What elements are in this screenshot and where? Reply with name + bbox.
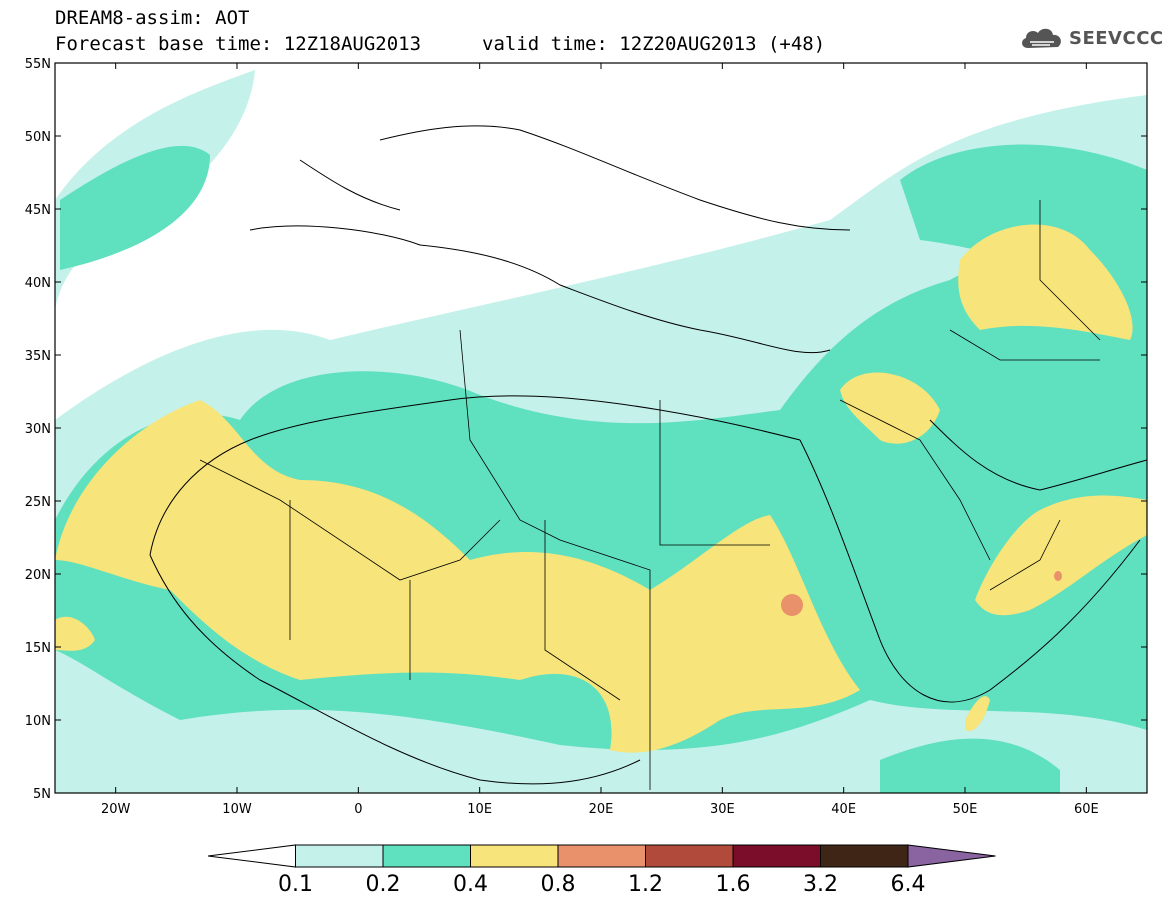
lon-tick-label: 40E: [831, 802, 856, 817]
colorbar-swatch: [732, 844, 821, 868]
aot-level-0.8: [781, 571, 1062, 616]
colorbar-label: 1.6: [716, 872, 751, 897]
country-borders: [199, 200, 1101, 790]
coastlines: [149, 125, 1147, 785]
colorbar-swatch: [382, 844, 471, 868]
colorbar-swatch: [295, 844, 384, 868]
colorbar-label: 3.2: [803, 872, 838, 897]
lat-tick-label: 25N: [25, 495, 51, 510]
colorbar-under-triangle: [207, 844, 296, 868]
colorbar-swatch: [470, 844, 559, 868]
logo-text: SEEVCCC: [1069, 27, 1164, 49]
lat-tick-label: 55N: [25, 57, 51, 72]
lon-tick-label: 0: [354, 802, 362, 817]
axis-ticks: 5N 10N 15N 20N 25N 30N 35N 40N 45N 50N 55N 20W 10W 0 1…: [25, 57, 1147, 817]
colorbar-label: 0.2: [366, 872, 401, 897]
lon-tick-label: 10E: [467, 802, 492, 817]
map-title: DREAM8-assim: AOT: [55, 7, 250, 29]
forecast-base-time: Forecast base time: 12Z18AUG2013: [55, 33, 422, 55]
colorbar: 0.1 0.2 0.4 0.8 1.2 1.6 3.2 6.4: [207, 844, 996, 897]
lat-tick-label: 35N: [25, 349, 51, 364]
lon-tick-label: 20W: [101, 802, 131, 817]
cloud-icon: [1022, 28, 1061, 48]
lon-tick-label: 60E: [1074, 802, 1099, 817]
lat-tick-label: 45N: [25, 203, 51, 218]
lon-tick-label: 10W: [222, 802, 252, 817]
lon-tick-label: 50E: [953, 802, 978, 817]
lat-tick-label: 15N: [25, 641, 51, 656]
colorbar-label: 1.2: [628, 872, 663, 897]
colorbar-label: 0.4: [453, 872, 488, 897]
lon-tick-label: 30E: [710, 802, 735, 817]
valid-time: valid time: 12Z20AUG2013 (+48): [482, 33, 826, 55]
aot-fields: [55, 70, 1147, 793]
lat-tick-label: 50N: [25, 130, 51, 145]
lon-tick-label: 20E: [589, 802, 614, 817]
colorbar-label: 6.4: [891, 872, 926, 897]
colorbar-label: 0.1: [278, 872, 313, 897]
lat-tick-label: 40N: [25, 276, 51, 291]
colorbar-swatch: [645, 844, 734, 868]
logo: SEEVCCC: [1018, 24, 1164, 52]
lat-tick-label: 20N: [25, 568, 51, 583]
lat-tick-label: 30N: [25, 422, 51, 437]
colorbar-swatch: [820, 844, 909, 868]
lat-tick-label: 10N: [25, 714, 51, 729]
colorbar-over-triangle: [907, 844, 996, 868]
colorbar-swatch: [557, 844, 646, 868]
lat-tick-label: 5N: [33, 787, 51, 802]
colorbar-label: 0.8: [541, 872, 576, 897]
